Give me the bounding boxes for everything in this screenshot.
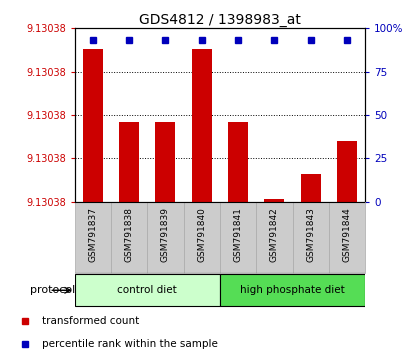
Bar [75, 202, 111, 273]
Bar [156, 122, 176, 202]
Bar [184, 202, 220, 273]
Bar [256, 202, 293, 273]
Text: GSM791838: GSM791838 [124, 207, 134, 262]
Bar [220, 274, 365, 306]
Bar [147, 202, 184, 273]
Bar [83, 49, 103, 202]
Text: protocol: protocol [30, 285, 76, 295]
Title: GDS4812 / 1398983_at: GDS4812 / 1398983_at [139, 13, 301, 27]
Bar [301, 174, 321, 202]
Bar [119, 122, 139, 202]
Bar [264, 199, 284, 202]
Bar [111, 202, 147, 273]
Bar [220, 202, 256, 273]
Bar [75, 274, 220, 306]
Text: GSM791843: GSM791843 [306, 207, 315, 262]
Text: percentile rank within the sample: percentile rank within the sample [42, 339, 217, 349]
Bar [192, 49, 212, 202]
Bar [329, 202, 365, 273]
Text: control diet: control diet [117, 285, 177, 295]
Bar [337, 141, 357, 202]
Text: high phosphate diet: high phosphate diet [240, 285, 345, 295]
Text: GSM791837: GSM791837 [88, 207, 98, 262]
Text: GSM791841: GSM791841 [234, 207, 243, 262]
Text: GSM791842: GSM791842 [270, 207, 279, 262]
Text: GSM791844: GSM791844 [342, 207, 352, 262]
Text: GSM791839: GSM791839 [161, 207, 170, 262]
Text: GSM791840: GSM791840 [197, 207, 206, 262]
Bar [228, 122, 248, 202]
Text: transformed count: transformed count [42, 316, 139, 326]
Bar [293, 202, 329, 273]
